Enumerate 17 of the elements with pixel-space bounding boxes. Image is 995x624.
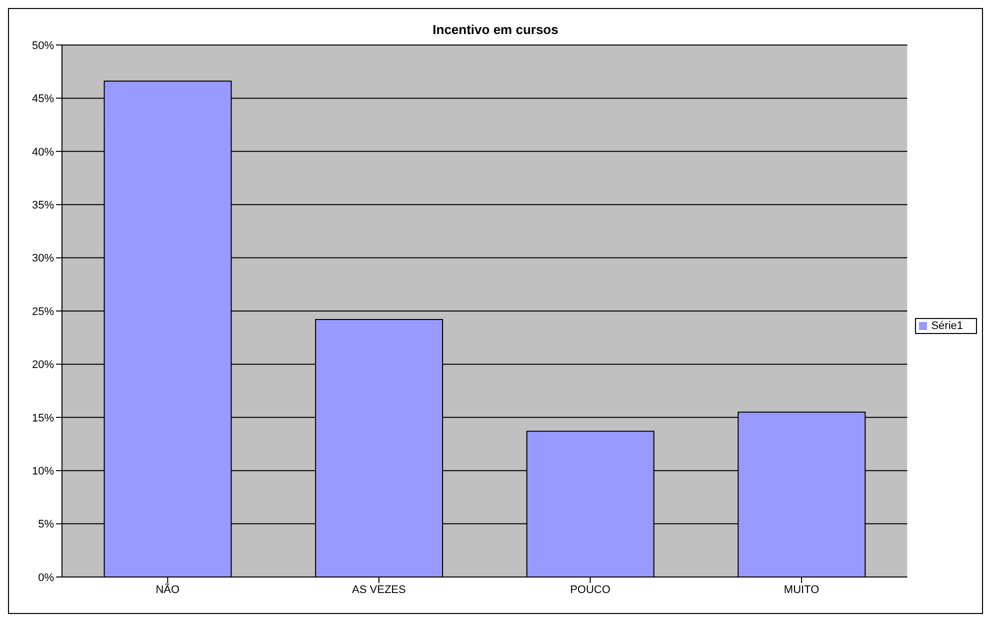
legend-label: Série1 xyxy=(931,320,963,332)
y-tick-label: 45% xyxy=(32,93,54,106)
y-tick-label: 5% xyxy=(38,518,54,531)
y-tick-label: 10% xyxy=(32,466,54,478)
x-tick-label: NÃO xyxy=(156,582,180,596)
y-tick-label: 35% xyxy=(32,200,54,212)
y-tick-label: 25% xyxy=(32,306,54,318)
y-tick-label: 20% xyxy=(32,359,54,372)
y-tick-label: 50% xyxy=(32,40,54,52)
y-tick-label: 40% xyxy=(32,146,54,158)
x-tick-label: MUITO xyxy=(784,584,820,596)
x-tick-label: AS VEZES xyxy=(352,584,406,596)
chart-title: Incentivo em cursos xyxy=(432,21,560,39)
y-tick-label: 15% xyxy=(32,412,54,424)
x-tick-label: POUCO xyxy=(570,584,611,596)
y-tick-label: 30% xyxy=(32,252,54,265)
y-tick-label: 0% xyxy=(38,572,54,584)
